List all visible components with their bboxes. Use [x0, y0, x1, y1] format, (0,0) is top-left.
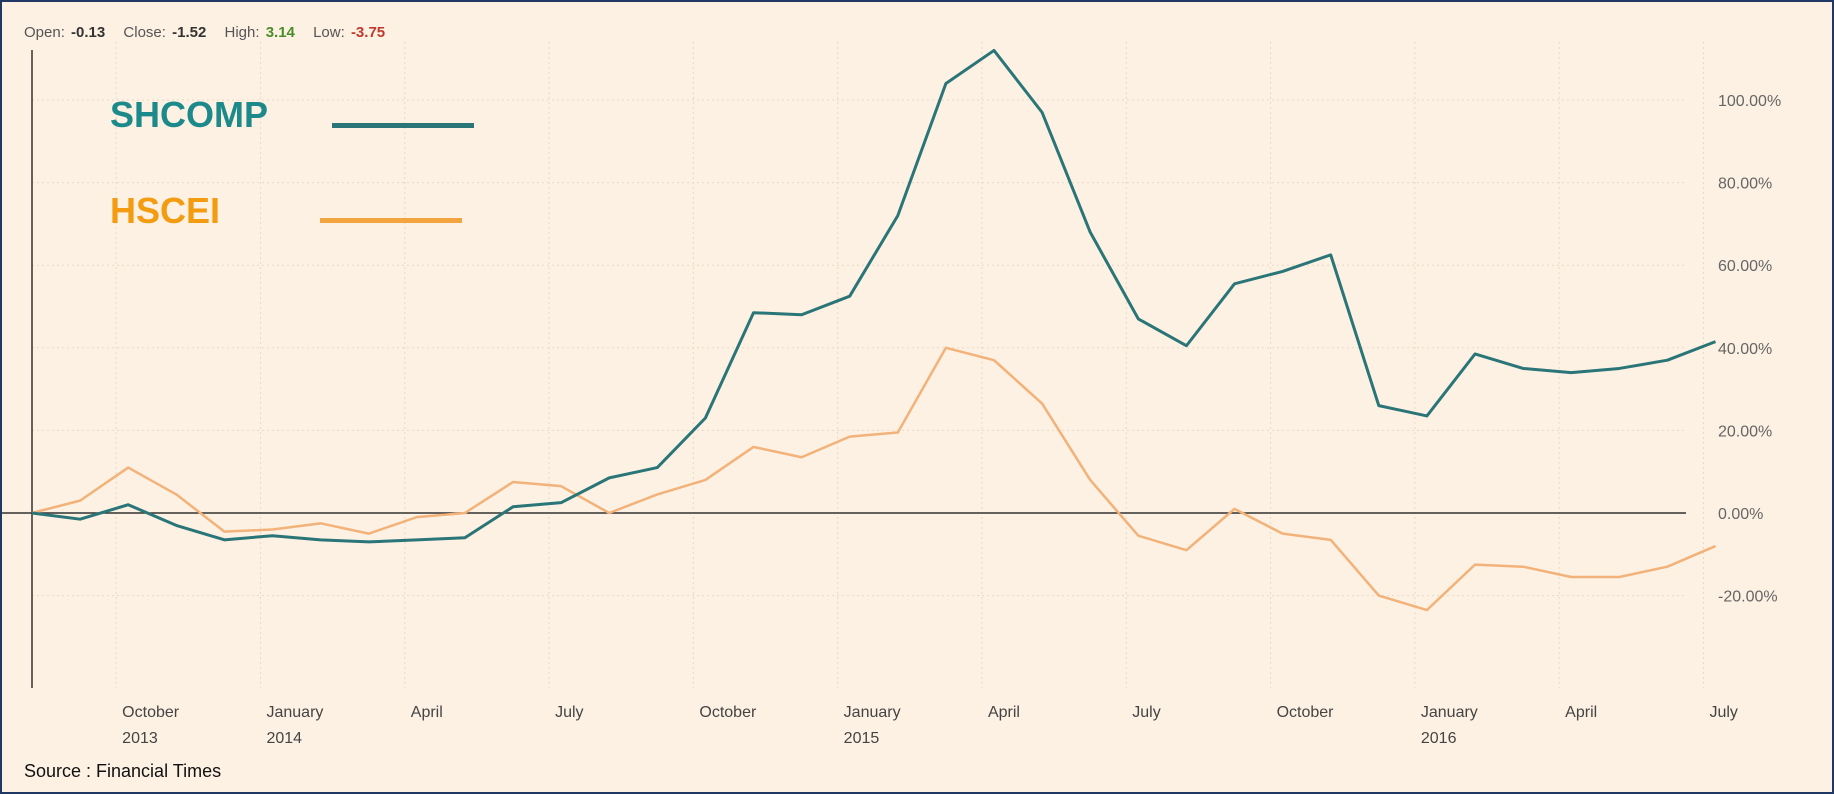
x-tick-label: October — [122, 704, 180, 721]
y-tick-label: 60.00% — [1718, 258, 1772, 275]
x-tick-label: January — [266, 704, 323, 721]
x-tick-year-label: 2013 — [122, 730, 158, 747]
x-tick-label: January — [844, 704, 901, 721]
x-tick-year-label: 2014 — [266, 730, 302, 747]
low-label: Low: — [313, 24, 345, 41]
y-tick-label: 40.00% — [1718, 341, 1772, 358]
x-tick-year-label: 2016 — [1421, 730, 1457, 747]
open-label: Open: — [24, 24, 65, 41]
x-tick-label: April — [411, 704, 443, 721]
y-tick-label: 20.00% — [1718, 423, 1772, 440]
x-tick-label: July — [1132, 704, 1160, 721]
high-value: 3.14 — [265, 24, 295, 41]
legend-swatch-hscei — [320, 218, 462, 223]
x-tick-label: July — [555, 704, 583, 721]
y-tick-label: 100.00% — [1718, 93, 1781, 110]
x-tick-year-label: 2015 — [844, 730, 880, 747]
close-label: Close: — [123, 24, 166, 41]
x-tick-label: January — [1421, 704, 1478, 721]
legend-label-shcomp: SHCOMP — [110, 94, 269, 135]
legend-label-hscei: HSCEI — [110, 190, 221, 231]
y-tick-label: 80.00% — [1718, 176, 1772, 193]
series-line-hscei — [31, 346, 1716, 612]
x-tick-label: October — [699, 704, 757, 721]
legend-swatch-shcomp — [332, 123, 474, 128]
open-value: -0.13 — [71, 24, 106, 41]
x-tick-label: October — [1277, 704, 1335, 721]
low-value: -3.75 — [350, 24, 386, 41]
y-tick-label: -20.00% — [1718, 589, 1778, 606]
x-tick-label: April — [1565, 704, 1597, 721]
series-line-shcomp — [31, 48, 1717, 544]
source-note: Source : Financial Times — [24, 761, 222, 781]
x-tick-label: July — [1709, 704, 1737, 721]
x-tick-label: April — [988, 704, 1020, 721]
close-value: -1.52 — [172, 24, 207, 41]
high-label: High: — [224, 24, 260, 41]
y-tick-label: 0.00% — [1718, 506, 1763, 523]
ohlc-readout: Open: -0.13 Close: -1.52 High: 3.14 Low:… — [24, 24, 399, 41]
